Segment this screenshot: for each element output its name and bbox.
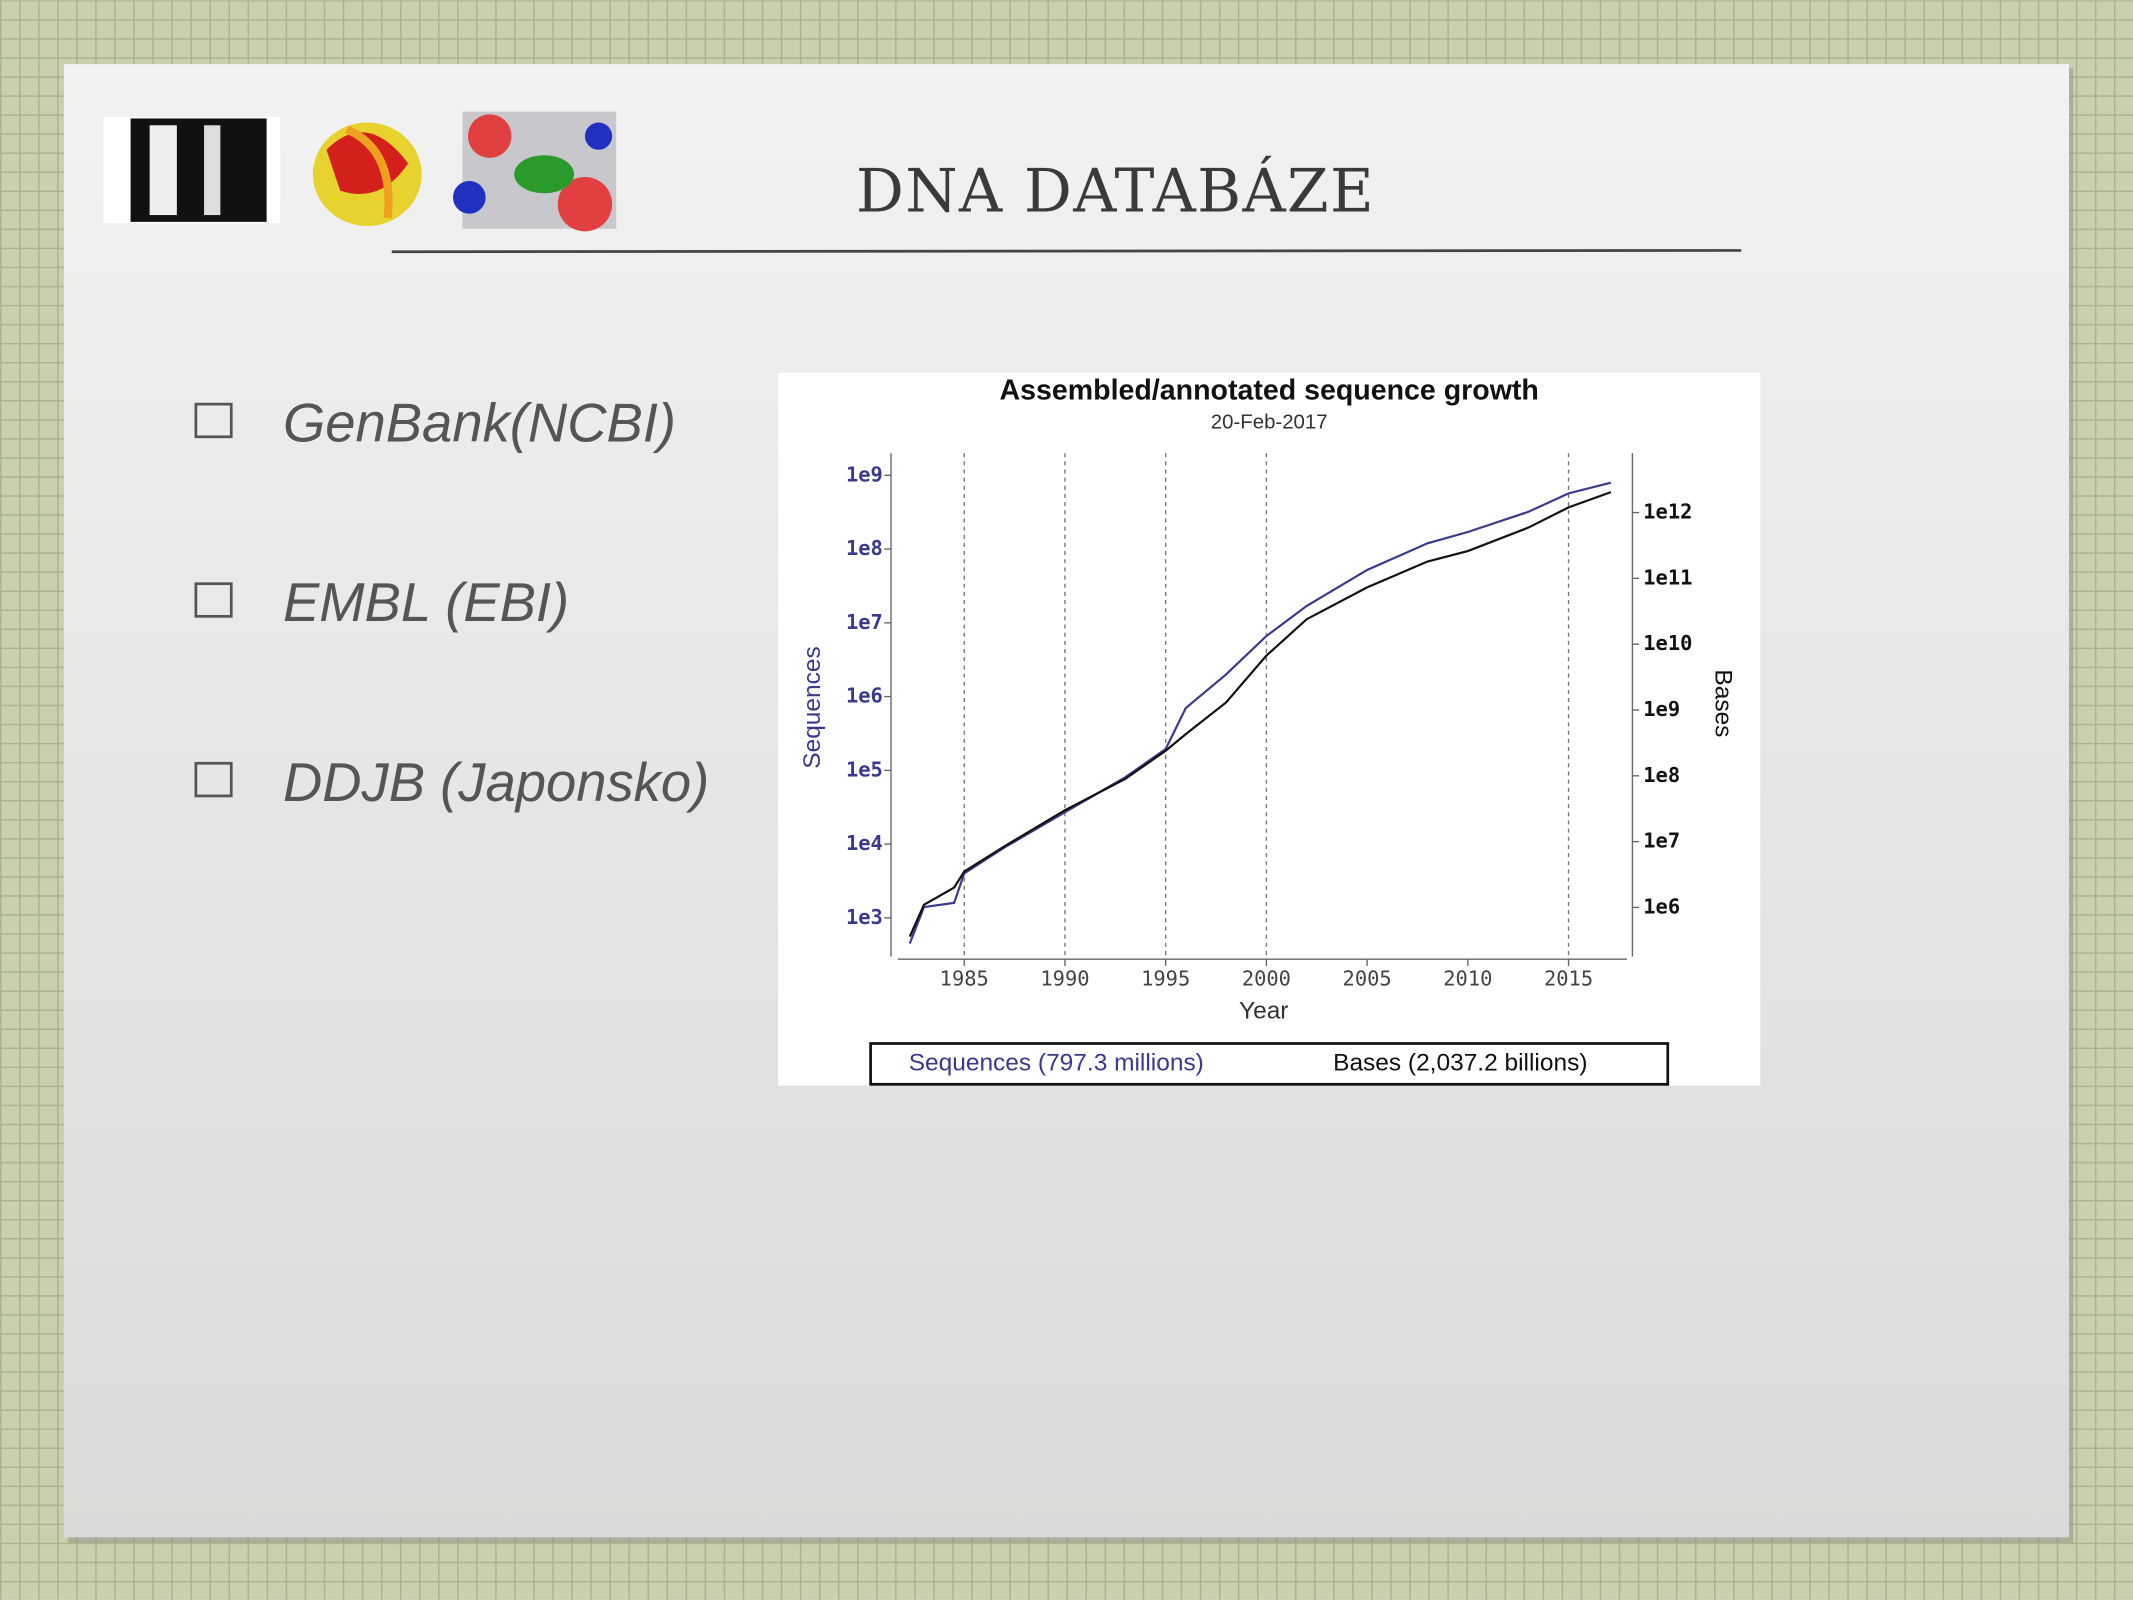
x-tick-label: 1995: [1141, 967, 1190, 991]
x-tick-label: 1990: [1040, 967, 1089, 991]
slide-title: DNA DATABÁZE: [856, 156, 1375, 227]
x-axis-label: Year: [1239, 998, 1288, 1025]
y-tick-label: 1e5: [846, 757, 883, 781]
x-tick-label: 2005: [1343, 967, 1392, 991]
chart-title: Assembled/annotated sequence growth: [1000, 374, 1539, 406]
y-axis-label: Sequences: [799, 646, 826, 768]
bullet-text: EMBL (EBI): [283, 572, 569, 633]
bullet-box: [194, 402, 233, 439]
y-tick-label: 1e8: [846, 536, 883, 560]
bullet-box: [194, 582, 233, 618]
legend: [869, 1042, 1670, 1086]
title-underline: [391, 249, 1742, 254]
y-tick-label: 1e6: [846, 684, 883, 708]
x-tick-label: 1985: [940, 967, 989, 991]
alignment-image: [103, 117, 281, 224]
y-tick-label: 1e3: [846, 905, 883, 929]
bullet-text: GenBank(NCBI): [283, 393, 676, 454]
x-tick-label: 2000: [1242, 967, 1291, 991]
series-line: [908, 491, 1612, 938]
protein-surface-image: [452, 111, 617, 232]
x-tick-label: 2010: [1443, 967, 1492, 991]
y2-tick-label: 1e10: [1643, 631, 1692, 655]
y2-tick-label: 1e11: [1643, 565, 1692, 589]
y-tick-label: 1e4: [846, 831, 883, 855]
bullet-text: DDJB (Japonsko): [283, 752, 709, 813]
y2-tick-label: 1e8: [1643, 763, 1680, 787]
protein-ribbon-image: [312, 122, 422, 226]
y2-tick-label: 1e7: [1643, 829, 1680, 853]
bullet-list: GenBank(NCBI) EMBL (EBI) DDJB (Japonsko): [194, 393, 709, 813]
y-tick-label: 1e9: [846, 462, 883, 486]
legend-label: Sequences (797.3 millions): [909, 1049, 1204, 1076]
y2-tick-label: 1e6: [1643, 894, 1680, 918]
chart-subtitle: 20-Feb-2017: [1211, 412, 1328, 434]
bullet-box: [194, 761, 233, 798]
legend-label: Bases (2,037.2 billions): [1333, 1049, 1587, 1076]
chart: Assembled/annotated sequence growth 20-F…: [778, 372, 1761, 1086]
series-line: [908, 481, 1612, 944]
x-tick-label: 2015: [1544, 967, 1593, 991]
y2-tick-label: 1e9: [1643, 697, 1680, 721]
y2-tick-label: 1e12: [1643, 500, 1692, 524]
y-tick-label: 1e7: [846, 610, 883, 634]
y2-axis-label: Bases: [1710, 669, 1737, 737]
chart-background: [778, 372, 1761, 1086]
